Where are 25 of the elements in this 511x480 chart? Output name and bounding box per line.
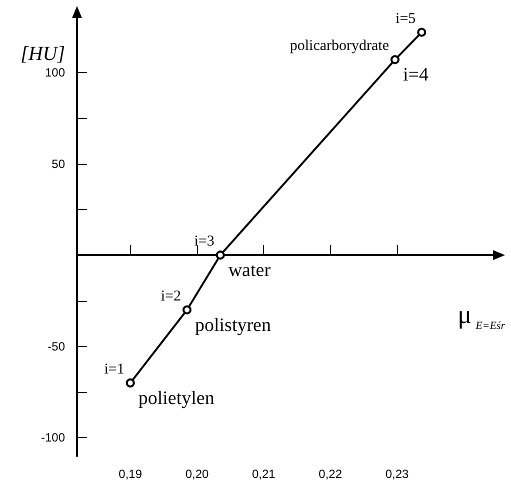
annotation: policarborydrate bbox=[290, 38, 390, 54]
point bbox=[126, 378, 135, 388]
annotation: water bbox=[228, 260, 272, 282]
y-axis-title: [HU] bbox=[20, 43, 65, 65]
y-tick-label: 50 bbox=[52, 156, 66, 171]
y-tick-label: 100 bbox=[44, 65, 66, 80]
y-tick-label: -50 bbox=[48, 339, 66, 354]
annotation: i=1 bbox=[104, 361, 124, 378]
annotation: polietylen bbox=[138, 388, 215, 409]
point bbox=[390, 55, 400, 64]
x-axis-title: μ$_{E=Eśr}$ bbox=[458, 300, 505, 332]
x-tick-label: 0,20 bbox=[185, 467, 209, 480]
x-tick-label: 0,23 bbox=[385, 467, 409, 480]
point bbox=[182, 305, 192, 314]
annotation: polistyren bbox=[195, 314, 272, 336]
x-tick-label: 0,19 bbox=[118, 467, 142, 480]
annotation: i=3 bbox=[194, 234, 214, 250]
x-tick-label: 0,21 bbox=[252, 467, 276, 480]
annotation: i=5 bbox=[396, 10, 416, 27]
point bbox=[417, 28, 426, 37]
annotation: i=4 bbox=[403, 64, 429, 86]
x-tick-label: 0,22 bbox=[318, 467, 342, 480]
point bbox=[216, 250, 225, 260]
annotation: i=2 bbox=[160, 288, 181, 304]
y-tick-label: -100 bbox=[40, 430, 66, 445]
